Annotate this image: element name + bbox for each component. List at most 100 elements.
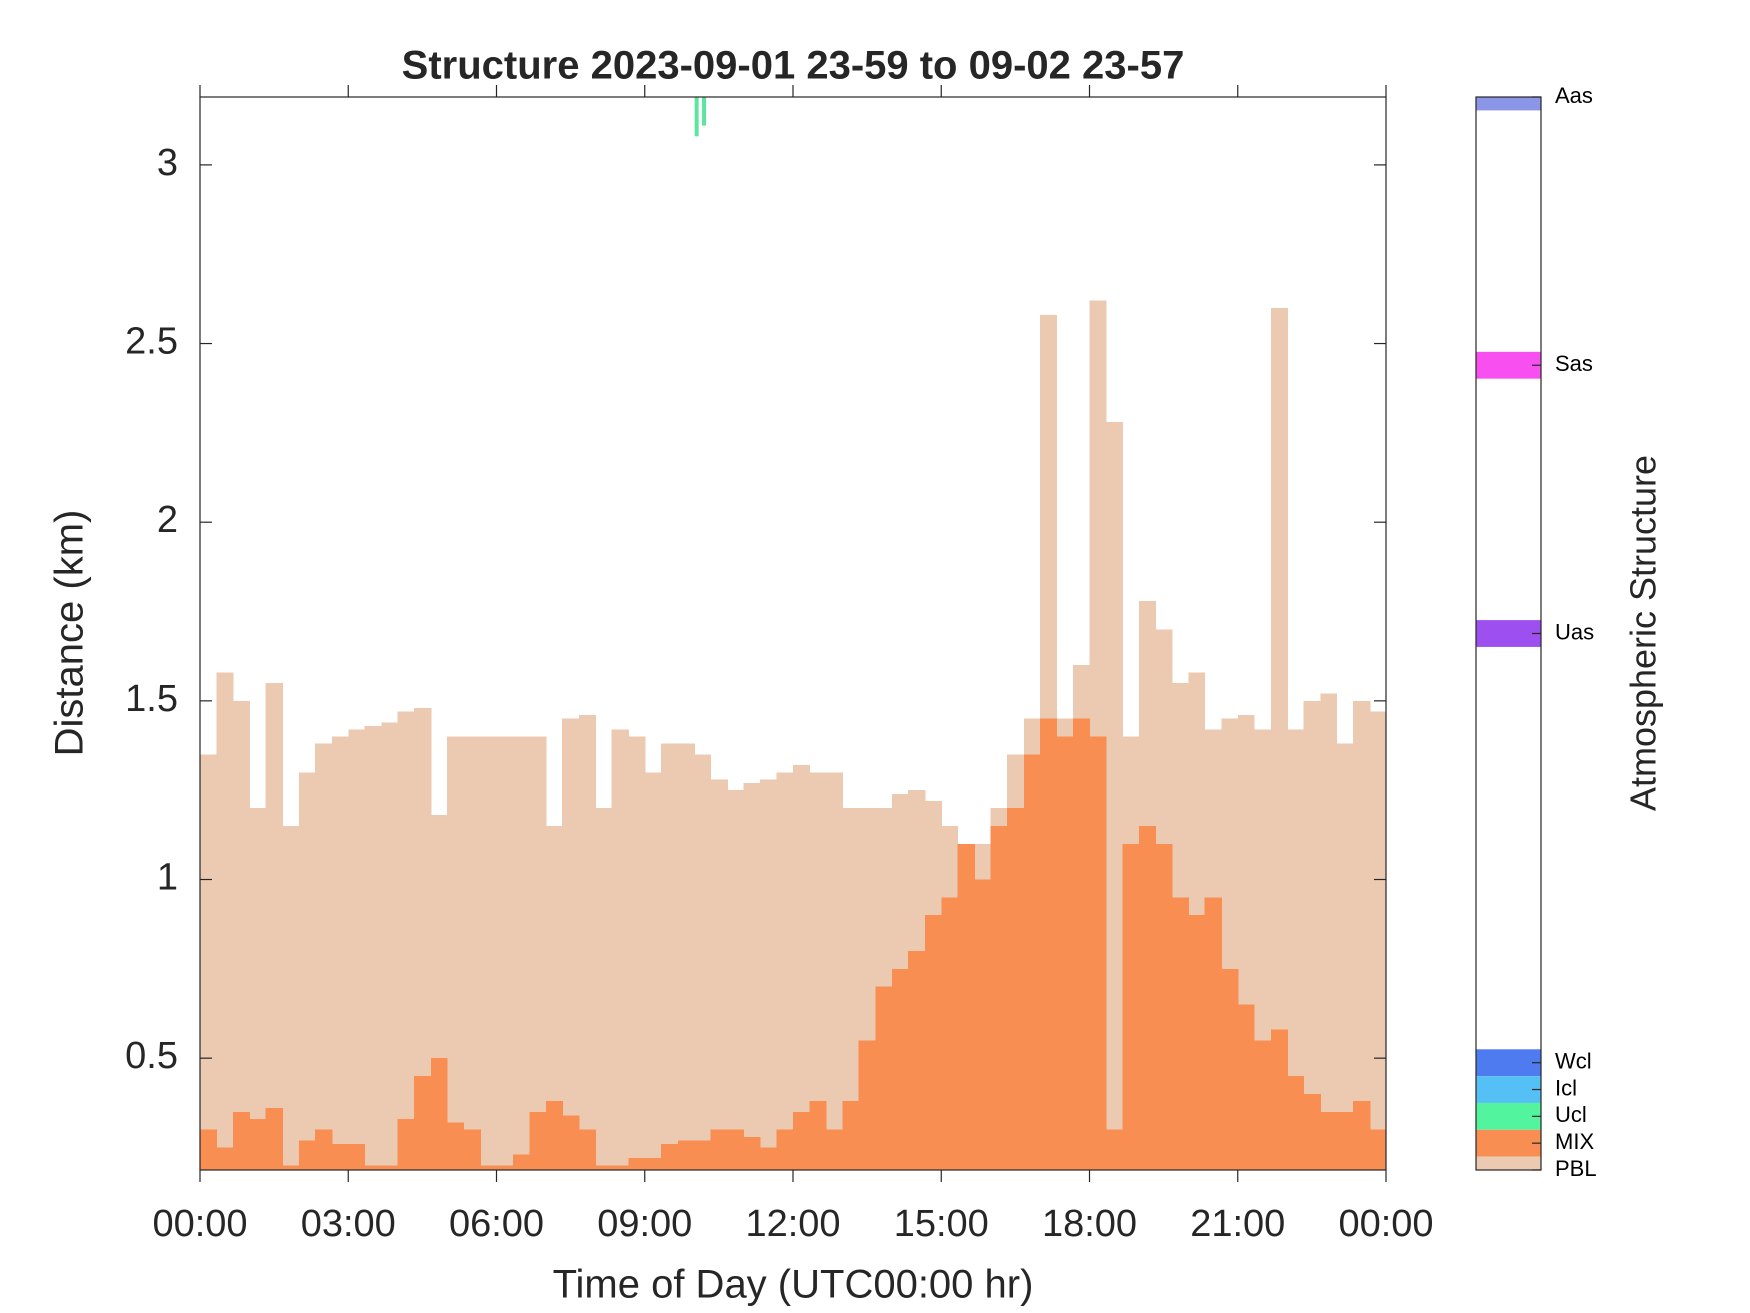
x-tick-label: 00:00 [1338, 1203, 1433, 1245]
bar [1237, 1004, 1255, 1170]
bar [759, 779, 778, 1170]
colorbar-swatch [1476, 1156, 1541, 1170]
cloud-bar [694, 97, 699, 137]
y-tick-label: 2.5 [125, 321, 178, 363]
bar [265, 1108, 284, 1170]
bar [233, 700, 251, 1170]
bar [364, 725, 382, 1170]
bar [512, 736, 531, 1170]
y-tick-label: 0.5 [125, 1035, 178, 1077]
y-tick-label: 2 [157, 499, 178, 541]
bar [381, 1165, 399, 1170]
bar [1204, 897, 1223, 1170]
bar [974, 879, 992, 1170]
bar [249, 808, 267, 1170]
colorbar-tick-label: Uas [1555, 619, 1594, 644]
bar [1303, 700, 1321, 1170]
y-axis-label: Distance (km) [48, 510, 92, 757]
bar [496, 736, 514, 1170]
bar [661, 743, 679, 1170]
bar [397, 711, 415, 1170]
bar [1105, 1129, 1124, 1170]
bar [331, 736, 349, 1170]
bar [1006, 808, 1025, 1170]
bar [1023, 754, 1041, 1170]
bar [743, 783, 761, 1170]
bar [1352, 1101, 1371, 1170]
bar [545, 1101, 563, 1170]
bar [1188, 915, 1206, 1170]
bar [1352, 700, 1371, 1170]
colorbar-swatch [1476, 620, 1541, 647]
x-tick-label: 12:00 [745, 1203, 840, 1245]
bar [710, 779, 728, 1170]
x-tick-label: 09:00 [597, 1203, 692, 1245]
bar [1287, 729, 1305, 1170]
bar [397, 1118, 415, 1170]
x-tick-label: 18:00 [1042, 1203, 1137, 1245]
bar [875, 986, 893, 1170]
bar [628, 1158, 646, 1170]
bar [957, 843, 975, 1170]
y-tick-label: 3 [157, 142, 178, 184]
bar [579, 715, 596, 1170]
bar [842, 1101, 860, 1170]
bar [694, 1140, 712, 1170]
bar [348, 1143, 366, 1170]
bar [480, 1165, 498, 1170]
bar [826, 1129, 844, 1170]
bar [924, 915, 942, 1170]
bar [842, 808, 860, 1170]
bar [545, 825, 563, 1170]
bar [315, 1129, 333, 1170]
chart-title: Structure 2023-09-01 23-59 to 09-02 23-5… [402, 44, 1185, 88]
bar [1303, 1093, 1321, 1170]
bar [710, 1129, 728, 1170]
bar [759, 1147, 778, 1170]
bar [677, 1140, 695, 1170]
bar [628, 736, 646, 1170]
bar [809, 772, 827, 1170]
bar [644, 772, 662, 1170]
bar [1336, 1111, 1354, 1170]
bar [661, 1143, 679, 1170]
bar [348, 729, 366, 1170]
colorbar-tick-label: MIX [1555, 1129, 1594, 1154]
colorbar-tick-label: Icl [1555, 1075, 1577, 1100]
bar [908, 950, 926, 1170]
bar [891, 968, 909, 1170]
bar [793, 765, 810, 1170]
x-tick-label: 00:00 [152, 1203, 247, 1245]
bar [990, 825, 1008, 1170]
bar [1254, 1040, 1272, 1170]
bar [282, 1165, 300, 1170]
bar [1172, 897, 1189, 1170]
bar [611, 729, 630, 1170]
bar [331, 1143, 349, 1170]
bar [1369, 711, 1387, 1170]
colorbar-swatch [1476, 1102, 1541, 1130]
bar [793, 1111, 810, 1170]
bar [858, 1040, 877, 1170]
x-tick-label: 03:00 [301, 1203, 396, 1245]
bar [529, 1111, 547, 1170]
bar [463, 1129, 481, 1170]
bar [595, 808, 613, 1170]
bar [1105, 422, 1124, 1171]
bar [941, 897, 959, 1170]
bar [1073, 718, 1091, 1170]
bar [364, 1165, 382, 1170]
bar [743, 1136, 761, 1170]
bar [200, 754, 217, 1170]
bar [1270, 1029, 1288, 1170]
bar [200, 1129, 217, 1170]
bar [562, 718, 580, 1170]
colorbar-swatch [1476, 1049, 1541, 1077]
y-tick-label: 1.5 [125, 678, 178, 720]
bar [727, 790, 745, 1170]
bar [1155, 843, 1173, 1170]
bar [265, 682, 284, 1170]
colorbar-tick-label: PBL [1555, 1156, 1597, 1181]
bar [579, 1129, 596, 1170]
bar [1056, 736, 1074, 1170]
